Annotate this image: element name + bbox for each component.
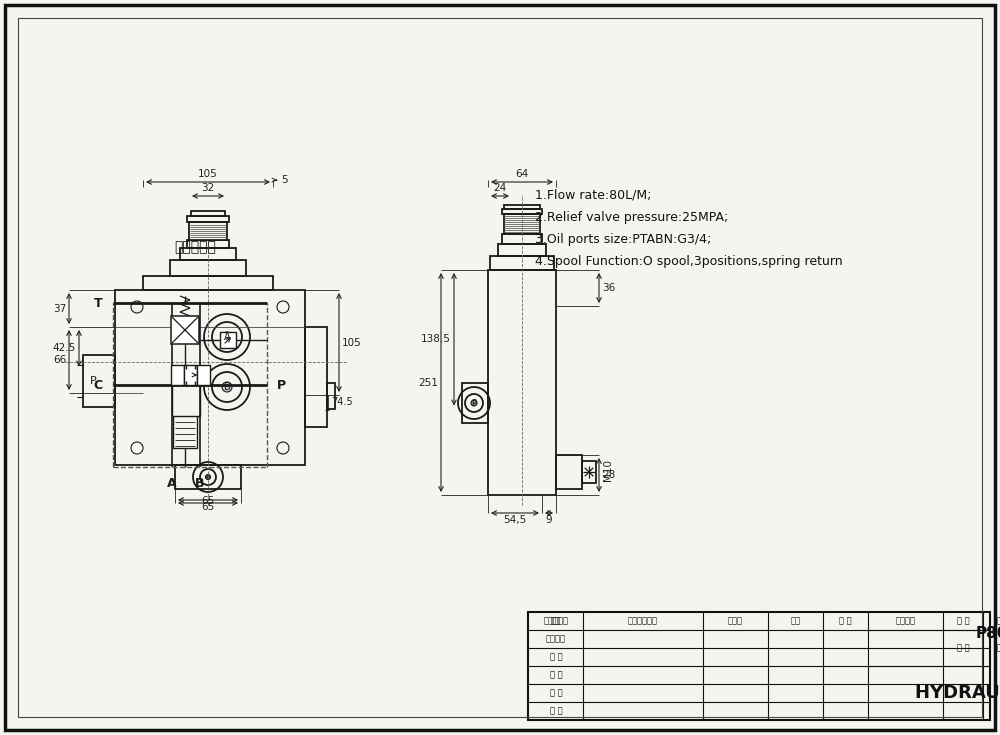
Text: 4.Spool Function:O spool,3positions,spring return: 4.Spool Function:O spool,3positions,spri… [535,254,843,268]
Bar [504,214,540,234]
Text: A: A [167,477,177,490]
Text: 2.Relief valve pressure:25MPA;: 2.Relief valve pressure:25MPA; [535,210,728,223]
Circle shape [222,382,232,392]
Text: 138.5: 138.5 [421,334,451,344]
Bar [502,209,542,214]
Text: 66: 66 [53,355,66,365]
Bar [327,383,335,409]
Circle shape [471,400,477,406]
Text: M10: M10 [603,459,613,481]
Bar [83,355,115,407]
Text: 标准化检查: 标准化检查 [544,617,568,625]
Text: A: A [224,332,230,342]
Bar [175,465,241,489]
Bar [556,455,582,489]
Bar [180,248,236,260]
Text: 32: 32 [201,183,215,193]
Text: 65: 65 [201,502,215,512]
Text: 74.5: 74.5 [331,397,353,407]
Text: 第 审: 第 审 [997,644,1000,653]
Text: P80-OT: P80-OT [975,626,1000,642]
Text: 65: 65 [201,496,215,506]
Text: 42.5: 42.5 [53,343,76,354]
Text: 3.Oil ports size:PTABN:G3/4;: 3.Oil ports size:PTABN:G3/4; [535,232,711,245]
Bar [220,332,236,348]
Bar [143,276,273,290]
Bar [170,365,184,385]
Bar [504,205,540,209]
Bar [189,222,227,240]
Text: 54,5: 54,5 [503,515,527,525]
Text: 液压原理图: 液压原理图 [174,240,216,254]
Bar [184,365,196,385]
Bar [305,327,327,427]
Bar [498,244,546,256]
Bar [502,234,542,244]
Text: 37: 37 [53,304,66,314]
Text: HYDRAULIC VALVE: HYDRAULIC VALVE [915,684,1000,702]
Text: 图样标记: 图样标记 [896,617,916,625]
Text: 制 图: 制 图 [550,689,562,698]
Text: 签 字: 签 字 [839,617,852,625]
Bar [170,260,246,276]
Bar [171,316,199,344]
Bar [191,211,225,216]
Text: 24: 24 [493,183,507,193]
Circle shape [222,332,232,342]
Text: 9: 9 [546,515,552,525]
Bar [115,290,305,465]
Text: 5: 5 [281,175,288,185]
Text: 设 计: 设 计 [550,706,562,715]
Text: C: C [94,379,103,392]
Text: T: T [94,296,103,309]
Bar [187,240,229,248]
Circle shape [206,475,210,479]
Bar [488,270,556,495]
Text: 日期: 日期 [790,617,800,625]
Bar [490,256,554,270]
Text: 1.Flow rate:80L/M;: 1.Flow rate:80L/M; [535,188,651,201]
Text: B: B [195,477,205,490]
Text: 工艺检查: 工艺检查 [546,634,566,644]
Text: 251: 251 [418,378,438,387]
Text: 105: 105 [198,169,218,179]
Bar [462,383,488,423]
Text: P: P [471,398,477,407]
Text: 重 量: 重 量 [957,617,969,625]
Text: 描 图: 描 图 [550,670,562,679]
Text: 共 审: 共 审 [957,644,969,653]
Text: B: B [224,382,230,392]
Text: 更改内容概要: 更改内容概要 [628,617,658,625]
Bar [582,461,596,483]
Text: P: P [90,376,96,386]
Bar [196,365,210,385]
Text: 校 对: 校 对 [550,653,562,662]
Bar [173,416,197,448]
Text: 标记: 标记 [550,617,560,625]
Text: 比 例: 比 例 [997,617,1000,625]
Bar [528,612,990,720]
Text: 64: 64 [515,169,529,179]
Text: 105: 105 [342,337,362,348]
Text: P: P [277,379,286,392]
Bar [187,216,229,222]
Text: 36: 36 [602,283,615,293]
Text: 28: 28 [602,470,615,480]
Text: 更改人: 更改人 [728,617,743,625]
